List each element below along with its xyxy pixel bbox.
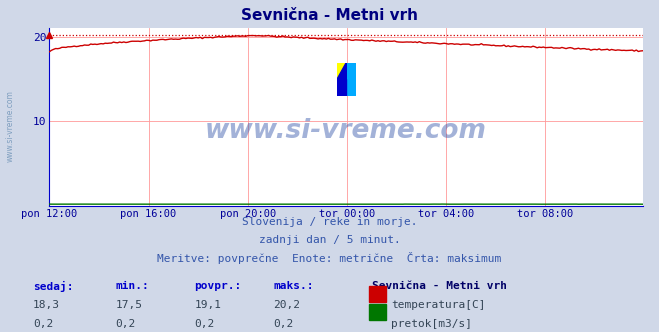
Text: 0,2: 0,2 (194, 319, 215, 329)
Text: zadnji dan / 5 minut.: zadnji dan / 5 minut. (258, 235, 401, 245)
Bar (347, 62, 356, 96)
Text: 17,5: 17,5 (115, 300, 142, 310)
Polygon shape (337, 62, 347, 79)
Text: Sevnična - Metni vrh: Sevnična - Metni vrh (241, 8, 418, 23)
Text: maks.:: maks.: (273, 281, 314, 290)
Text: povpr.:: povpr.: (194, 281, 242, 290)
Text: 20,2: 20,2 (273, 300, 301, 310)
Text: www.si-vreme.com: www.si-vreme.com (5, 90, 14, 162)
Bar (337, 79, 347, 96)
Text: min.:: min.: (115, 281, 149, 290)
Text: Meritve: povprečne  Enote: metrične  Črta: maksimum: Meritve: povprečne Enote: metrične Črta:… (158, 252, 501, 264)
Text: www.si-vreme.com: www.si-vreme.com (205, 118, 487, 144)
Text: 0,2: 0,2 (115, 319, 136, 329)
Text: 0,2: 0,2 (273, 319, 294, 329)
Text: 19,1: 19,1 (194, 300, 221, 310)
Text: sedaj:: sedaj: (33, 281, 73, 291)
Text: 0,2: 0,2 (33, 319, 53, 329)
Text: Sevnična - Metni vrh: Sevnična - Metni vrh (372, 281, 507, 290)
Text: 18,3: 18,3 (33, 300, 60, 310)
Text: pretok[m3/s]: pretok[m3/s] (391, 319, 472, 329)
Bar (337, 62, 347, 96)
Text: Slovenija / reke in morje.: Slovenija / reke in morje. (242, 217, 417, 227)
Text: temperatura[C]: temperatura[C] (391, 300, 485, 310)
